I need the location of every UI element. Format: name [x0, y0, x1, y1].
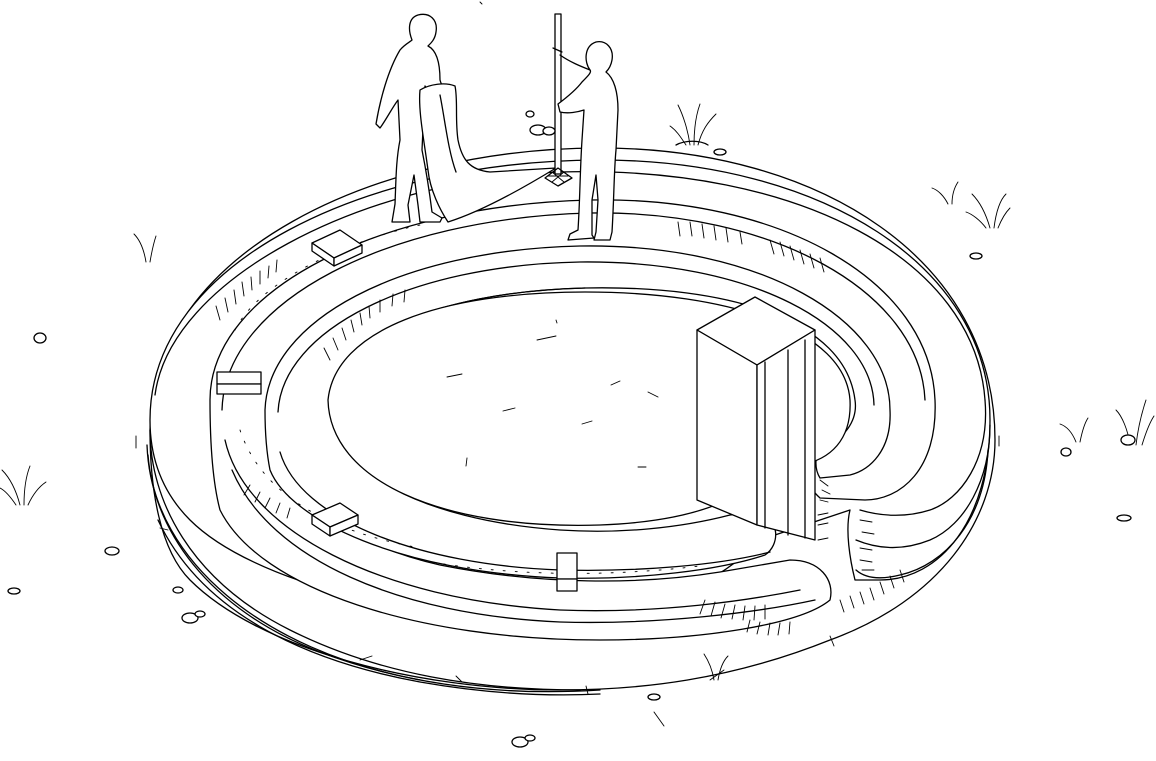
spacer-block-bottom-left — [311, 502, 359, 537]
spacer-block-left — [216, 371, 262, 395]
worker-with-bag — [375, 13, 557, 223]
worker-with-pole — [552, 41, 619, 241]
pebbles — [7, 110, 1132, 748]
barbed-wire-lines — [234, 224, 701, 574]
spacer-block-top-left — [311, 229, 363, 267]
spacer-block-bottom — [556, 552, 578, 592]
door-frame — [696, 296, 816, 541]
ring-tufts — [215, 221, 905, 636]
grass-clump-right — [1059, 399, 1155, 457]
grass-clump-right-top — [931, 181, 1011, 229]
ground-ticks — [135, 1, 1000, 727]
grass-clump-left — [0, 465, 47, 506]
grass-clump-left-top — [133, 233, 157, 263]
compass-pole — [544, 13, 573, 187]
grass-clump-bottom — [703, 653, 729, 681]
grass-clump-top — [669, 103, 717, 146]
